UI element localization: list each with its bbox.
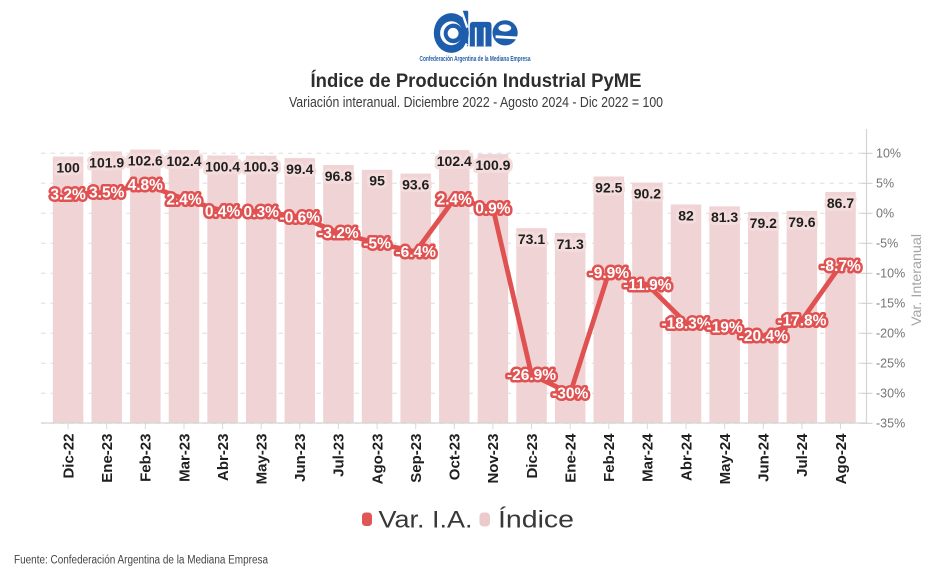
- svg-text:102.4: 102.4: [166, 153, 201, 169]
- svg-text:-20.4%: -20.4%: [739, 328, 788, 345]
- svg-text:-5%: -5%: [876, 237, 898, 251]
- svg-text:Var. Interanual: Var. Interanual: [909, 234, 924, 326]
- svg-text:82: 82: [678, 207, 694, 223]
- svg-text:Dic-23: Dic-23: [524, 434, 541, 479]
- svg-text:-6.4%: -6.4%: [395, 244, 436, 261]
- svg-text:0.3%: 0.3%: [244, 204, 280, 221]
- svg-text:3.2%: 3.2%: [50, 187, 86, 204]
- svg-text:-15%: -15%: [876, 297, 905, 311]
- svg-text:Jul-24: Jul-24: [794, 433, 811, 477]
- svg-text:Var. I.A.: Var. I.A.: [379, 507, 473, 534]
- svg-text:4.8%: 4.8%: [128, 177, 164, 194]
- svg-text:71.3: 71.3: [557, 236, 584, 252]
- svg-text:0.4%: 0.4%: [205, 203, 241, 220]
- svg-text:May-23: May-23: [254, 434, 271, 485]
- svg-text:-19%: -19%: [707, 320, 743, 337]
- svg-text:93.6: 93.6: [402, 177, 429, 193]
- svg-text:Abr-24: Abr-24: [678, 433, 695, 481]
- svg-text:Jun-24: Jun-24: [756, 433, 773, 482]
- svg-text:-8.7%: -8.7%: [820, 258, 861, 275]
- svg-text:79.6: 79.6: [788, 214, 815, 230]
- svg-text:96.8: 96.8: [325, 168, 352, 184]
- svg-text:-9.9%: -9.9%: [589, 265, 630, 282]
- svg-text:10%: 10%: [876, 147, 901, 161]
- svg-text:-5%: -5%: [363, 236, 391, 253]
- svg-text:Jun-23: Jun-23: [292, 434, 309, 482]
- svg-text:100.9: 100.9: [475, 157, 510, 173]
- svg-text:-20%: -20%: [876, 327, 905, 341]
- svg-text:102.4: 102.4: [437, 153, 472, 169]
- svg-text:Ago-23: Ago-23: [369, 434, 386, 485]
- svg-text:102.6: 102.6: [128, 153, 163, 169]
- svg-text:2.4%: 2.4%: [166, 191, 202, 208]
- svg-text:-30%: -30%: [876, 387, 905, 401]
- svg-text:92.5: 92.5: [595, 179, 622, 195]
- svg-text:Feb-23: Feb-23: [138, 434, 155, 482]
- svg-text:-3.2%: -3.2%: [318, 225, 359, 242]
- svg-text:2.4%: 2.4%: [437, 191, 473, 208]
- svg-text:-0.6%: -0.6%: [280, 209, 321, 226]
- svg-text:May-24: May-24: [717, 433, 734, 485]
- svg-text:0.9%: 0.9%: [475, 200, 511, 217]
- svg-text:Mar-23: Mar-23: [176, 434, 193, 482]
- svg-text:5%: 5%: [876, 177, 894, 191]
- svg-text:-25%: -25%: [876, 357, 905, 371]
- svg-text:100: 100: [56, 159, 80, 175]
- svg-text:-18.3%: -18.3%: [661, 316, 710, 333]
- svg-text:Oct-23: Oct-23: [447, 434, 464, 481]
- svg-text:100.4: 100.4: [205, 158, 240, 174]
- svg-text:Confederación Argentina de la: Confederación Argentina de la Mediana Em…: [420, 54, 532, 63]
- svg-text:Índice de Producción Industria: Índice de Producción Industrial PyME: [311, 69, 642, 92]
- svg-text:101.9: 101.9: [89, 154, 124, 170]
- svg-text:Índice: Índice: [498, 507, 574, 534]
- svg-text:-35%: -35%: [876, 417, 905, 431]
- svg-text:3.5%: 3.5%: [89, 185, 125, 202]
- svg-text:100.3: 100.3: [244, 159, 279, 175]
- svg-text:Jul-23: Jul-23: [331, 434, 348, 477]
- svg-text:Variación interanual. Diciembr: Variación interanual. Diciembre 2022 - A…: [289, 95, 663, 111]
- svg-text:86.7: 86.7: [827, 195, 854, 211]
- svg-text:79.2: 79.2: [750, 215, 777, 231]
- svg-text:-11.9%: -11.9%: [623, 277, 671, 294]
- svg-text:90.2: 90.2: [634, 186, 661, 202]
- svg-text:Mar-24: Mar-24: [640, 433, 657, 482]
- svg-text:-30%: -30%: [552, 386, 588, 403]
- svg-text:Ene-23: Ene-23: [99, 434, 116, 483]
- svg-text:0%: 0%: [876, 207, 894, 221]
- svg-text:-26.9%: -26.9%: [507, 367, 556, 384]
- svg-text:Ago-24: Ago-24: [833, 433, 850, 484]
- svg-text:Nov-23: Nov-23: [485, 434, 502, 484]
- svg-text:Dic-22: Dic-22: [60, 434, 77, 479]
- svg-text:81.3: 81.3: [711, 209, 738, 225]
- svg-text:99.4: 99.4: [286, 161, 313, 177]
- svg-text:Feb-24: Feb-24: [601, 433, 618, 482]
- svg-text:Ene-24: Ene-24: [563, 433, 580, 483]
- svg-text:95: 95: [369, 173, 385, 189]
- svg-text:Sep-23: Sep-23: [408, 434, 425, 483]
- svg-text:Fuente: Confederación Argentin: Fuente: Confederación Argentina de la Me…: [14, 555, 269, 567]
- svg-text:-10%: -10%: [876, 267, 905, 281]
- svg-text:73.1: 73.1: [518, 231, 545, 247]
- svg-text:Abr-23: Abr-23: [215, 434, 232, 482]
- svg-text:-17.8%: -17.8%: [777, 313, 826, 330]
